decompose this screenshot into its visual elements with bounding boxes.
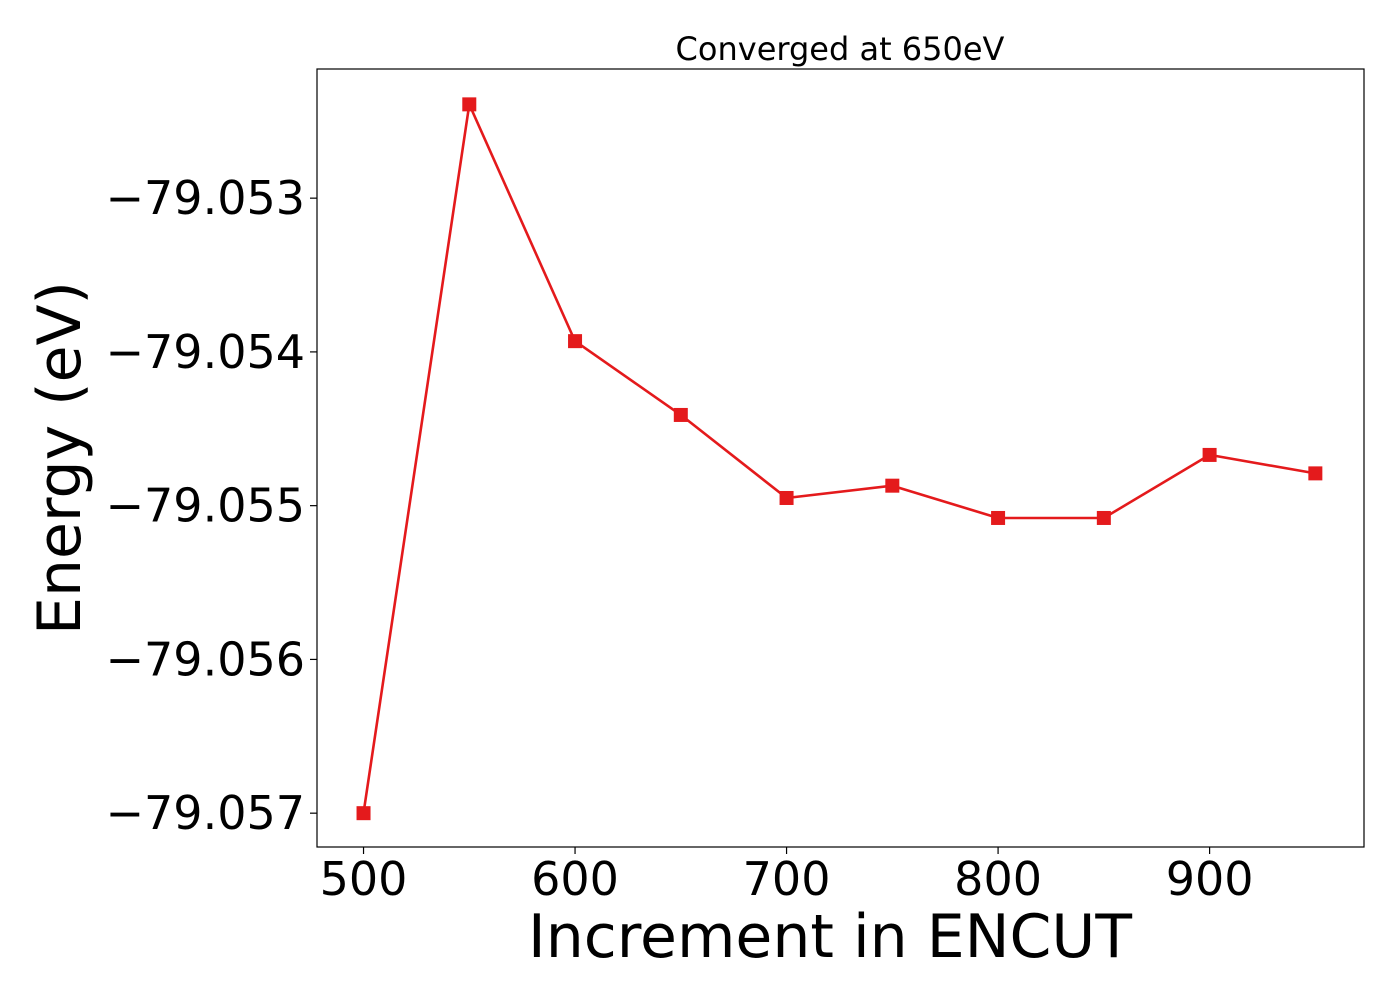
data-point-marker xyxy=(673,407,688,422)
data-point-marker xyxy=(568,334,583,349)
x-tick-label: 700 xyxy=(743,852,831,906)
data-point-marker xyxy=(356,806,371,821)
y-tick-label: −79.054 xyxy=(106,325,306,379)
x-tick-label: 800 xyxy=(954,852,1042,906)
data-point-marker xyxy=(1202,447,1217,462)
y-axis: −79.053 −79.054 −79.055 −79.056 −79.057 xyxy=(106,171,317,840)
data-point-marker xyxy=(462,97,477,112)
y-axis-label: Energy (eV) xyxy=(25,281,95,635)
y-tick-label: −79.055 xyxy=(106,479,306,533)
x-tick-label: 500 xyxy=(320,852,408,906)
plot-area-frame xyxy=(316,68,1365,848)
x-axis-label: Increment in ENCUT xyxy=(528,902,1132,972)
chart-title: Converged at 650eV xyxy=(676,30,1005,68)
y-tick-label: −79.056 xyxy=(106,632,306,686)
x-tick-label: 900 xyxy=(1166,852,1254,906)
x-tick-label: 600 xyxy=(531,852,619,906)
data-point-marker xyxy=(885,478,900,493)
series-layer xyxy=(356,97,1323,821)
data-point-marker xyxy=(1308,466,1323,481)
x-axis: 500 600 700 800 900 xyxy=(320,847,1254,906)
data-point-marker xyxy=(779,490,794,505)
y-tick-label: −79.057 xyxy=(106,786,306,840)
data-point-marker xyxy=(991,510,1006,525)
y-tick-label: −79.053 xyxy=(106,171,306,225)
series-line xyxy=(362,103,1316,814)
data-point-marker xyxy=(1096,510,1111,525)
